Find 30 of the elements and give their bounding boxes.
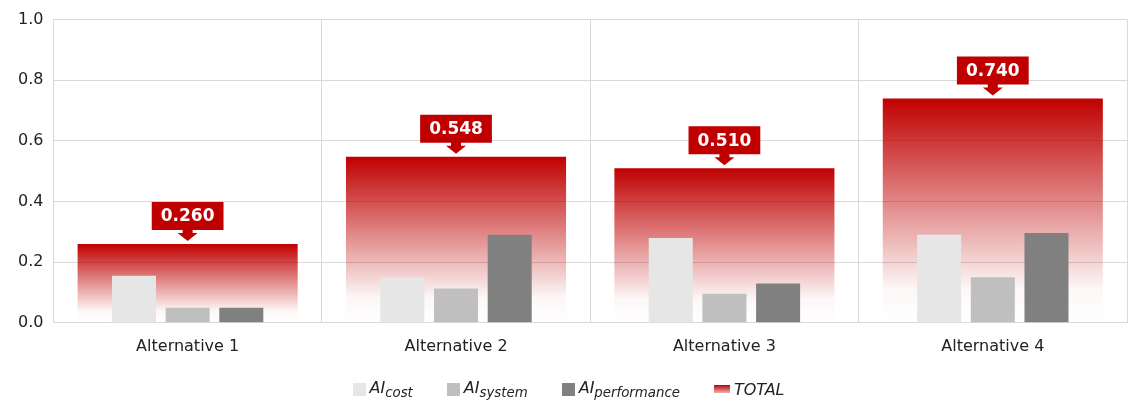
legend-label: AI$_{performance}$: [578, 378, 680, 401]
y-tick-label: 0.4: [17, 190, 44, 210]
data-label: 0.510: [697, 129, 752, 150]
bar: [219, 307, 264, 323]
bar: [917, 234, 962, 323]
bar: [648, 237, 693, 323]
bar: [756, 283, 801, 323]
bar: [487, 234, 532, 323]
data-label: 0.740: [965, 59, 1020, 80]
bar: [165, 307, 210, 323]
y-tick-label: 1.0: [17, 8, 44, 28]
bar: [111, 275, 156, 323]
bar: [434, 288, 479, 323]
x-tick-label: Alternative 4: [941, 335, 1045, 355]
y-tick-label: 0.2: [17, 251, 44, 271]
bar: [1024, 233, 1069, 323]
y-tick-label: 0.0: [17, 311, 44, 331]
data-label: 0.260: [160, 205, 215, 226]
legend-label: TOTAL: [733, 379, 785, 399]
bar: [380, 277, 425, 323]
legend-label: AI$_{system}$: [463, 378, 528, 401]
x-tick-label: Alternative 2: [404, 335, 508, 355]
x-tick-label: Alternative 3: [672, 335, 776, 355]
bar: [702, 293, 747, 323]
data-label: 0.548: [429, 118, 483, 139]
y-tick-label: 0.6: [17, 130, 44, 150]
x-tick-label: Alternative 1: [136, 335, 240, 355]
legend-label: AI$_{cost}$: [369, 378, 413, 401]
y-tick-label: 0.8: [17, 69, 44, 89]
bar: [970, 277, 1015, 323]
